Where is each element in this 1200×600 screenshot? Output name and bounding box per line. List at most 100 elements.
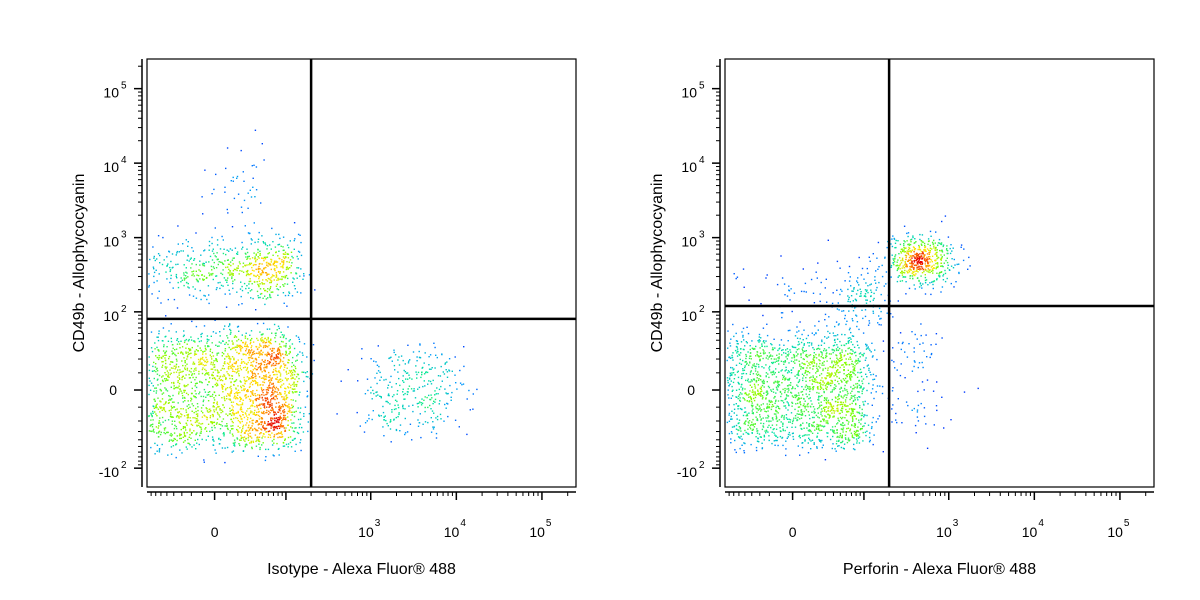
- event-dot: [761, 366, 763, 368]
- event-dot: [254, 241, 256, 244]
- event-dot: [267, 277, 269, 280]
- event-dot: [181, 371, 183, 373]
- event-dot: [404, 371, 407, 373]
- event-dot: [817, 397, 820, 399]
- event-dot: [213, 399, 216, 401]
- event-dot: [742, 387, 744, 389]
- event-dot: [246, 338, 249, 340]
- event-dot: [150, 430, 152, 432]
- event-dot: [828, 383, 830, 386]
- event-dot: [246, 345, 248, 348]
- event-dot: [284, 377, 287, 379]
- event-dot: [821, 339, 823, 341]
- event-dot: [199, 381, 201, 383]
- event-dot: [406, 372, 409, 374]
- event-dot: [203, 278, 205, 281]
- event-dot: [240, 404, 242, 406]
- event-dot: [391, 386, 393, 388]
- event-dot: [864, 295, 866, 297]
- event-dot: [424, 385, 426, 387]
- event-dot: [208, 394, 210, 396]
- event-dot: [865, 343, 867, 345]
- event-dot: [825, 278, 827, 280]
- event-dot: [870, 427, 873, 430]
- event-dot: [295, 376, 298, 378]
- event-dot: [768, 399, 770, 402]
- event-dot: [383, 416, 385, 418]
- event-dot: [279, 371, 281, 374]
- event-dot: [293, 285, 296, 287]
- event-dot: [188, 442, 190, 445]
- event-dot: [249, 421, 251, 423]
- event-dot: [207, 345, 209, 348]
- event-dot: [830, 384, 832, 387]
- event-dot: [209, 415, 212, 417]
- event-dot: [872, 312, 875, 314]
- event-dot: [242, 246, 244, 248]
- event-dot: [240, 406, 242, 408]
- event-dot: [823, 342, 826, 344]
- event-dot: [219, 331, 221, 333]
- event-dot: [232, 257, 234, 259]
- event-dot: [154, 259, 156, 262]
- event-dot: [785, 414, 788, 416]
- event-dot: [276, 283, 278, 286]
- event-dot: [276, 418, 279, 421]
- event-dot: [870, 295, 872, 298]
- event-dot: [295, 410, 297, 413]
- event-dot: [256, 411, 258, 414]
- event-dot: [269, 358, 272, 360]
- event-dot: [194, 379, 196, 381]
- event-dot: [383, 379, 385, 381]
- event-dot: [382, 411, 385, 414]
- event-dot: [779, 427, 781, 429]
- event-dot: [938, 238, 941, 241]
- event-dot: [427, 383, 429, 385]
- event-dot: [235, 398, 237, 400]
- event-dot: [170, 340, 173, 343]
- event-dot: [261, 421, 263, 423]
- event-dot: [256, 348, 259, 351]
- event-dot: [773, 397, 775, 399]
- event-dot: [249, 232, 251, 235]
- event-dot: [217, 258, 219, 260]
- event-dot: [765, 357, 767, 359]
- event-dot: [187, 353, 190, 355]
- event-dot: [736, 371, 739, 373]
- event-dot: [469, 409, 471, 411]
- event-dot: [260, 387, 263, 389]
- event-dot: [223, 398, 226, 400]
- event-dot: [269, 405, 271, 407]
- event-dot: [230, 331, 232, 334]
- event-dot: [861, 353, 863, 356]
- x-tick-label: 10: [529, 524, 545, 540]
- event-dot: [826, 337, 828, 339]
- event-dot: [217, 282, 219, 284]
- event-dot: [243, 439, 245, 441]
- event-dot: [762, 379, 765, 381]
- event-dot: [289, 339, 291, 341]
- event-dot: [266, 339, 268, 341]
- event-dot: [774, 372, 776, 374]
- event-dot: [251, 392, 253, 395]
- event-dot: [409, 423, 412, 425]
- event-dot: [222, 263, 224, 265]
- event-dot: [157, 384, 159, 386]
- event-dot: [294, 371, 296, 373]
- event-dot: [258, 277, 260, 280]
- event-dot: [837, 349, 840, 351]
- event-dot: [778, 357, 780, 360]
- event-dot: [249, 370, 252, 372]
- event-dot: [209, 377, 211, 379]
- event-dot: [287, 436, 290, 439]
- event-dot: [285, 346, 287, 348]
- event-dot: [231, 347, 233, 350]
- event-dot: [277, 380, 279, 383]
- event-dot: [265, 341, 268, 344]
- event-dot: [254, 196, 256, 198]
- event-dot: [254, 129, 257, 131]
- event-dot: [238, 404, 240, 406]
- event-dot: [838, 393, 840, 396]
- event-dot: [193, 396, 196, 398]
- event-dot: [279, 359, 282, 361]
